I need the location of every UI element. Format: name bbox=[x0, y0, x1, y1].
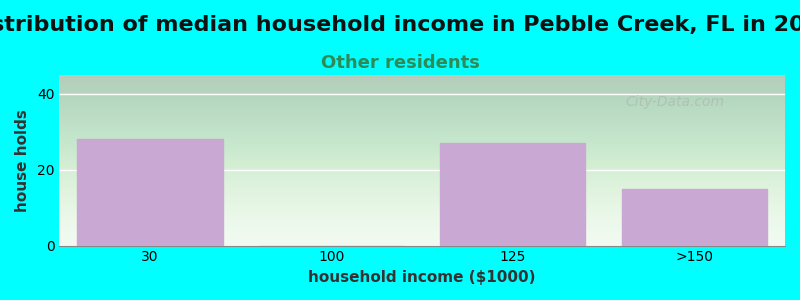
Text: Distribution of median household income in Pebble Creek, FL in 2022: Distribution of median household income … bbox=[0, 15, 800, 35]
Bar bbox=[78, 140, 222, 246]
Text: Other residents: Other residents bbox=[321, 54, 479, 72]
Bar bbox=[440, 143, 586, 246]
Text: City-Data.com: City-Data.com bbox=[626, 95, 724, 110]
Y-axis label: house holds: house holds bbox=[15, 109, 30, 212]
X-axis label: household income ($1000): household income ($1000) bbox=[309, 270, 536, 285]
Bar bbox=[622, 189, 767, 246]
